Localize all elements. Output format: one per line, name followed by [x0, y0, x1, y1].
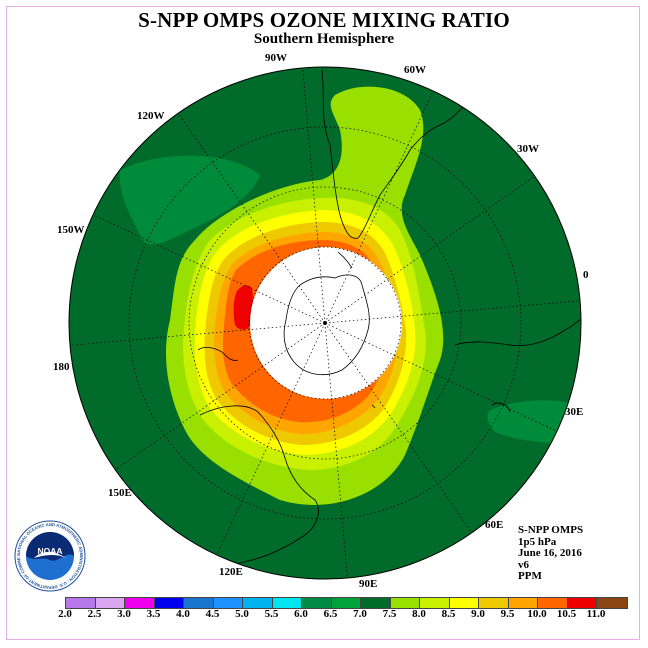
meridian-line	[214, 322, 326, 559]
colorbar-swatch	[154, 598, 184, 608]
info-units: PPM	[518, 570, 542, 582]
meridian-line	[175, 109, 326, 324]
meridian-line	[89, 212, 326, 324]
lon-label-120w: 120W	[137, 110, 165, 122]
ozone-field	[69, 67, 581, 579]
colorbar-tick-label: 4.5	[205, 608, 220, 620]
colorbar-swatch	[567, 598, 597, 608]
colorbar-tick-label: 6.0	[294, 608, 308, 620]
lon-label-30e: 30E	[565, 406, 584, 418]
meridian-line	[324, 322, 349, 579]
noaa-logo: NATIONAL OCEANIC AND ATMOSPHERIC ADMINIS…	[14, 520, 86, 592]
contour-patch-pacific	[119, 155, 260, 245]
meridian-line	[324, 322, 475, 537]
figure-frame	[6, 6, 640, 640]
colorbar-swatch	[125, 598, 155, 608]
colorbar-tick-label: 5.0	[235, 608, 249, 620]
lon-label-150e: 150E	[108, 487, 132, 499]
colorbar-swatch	[538, 598, 568, 608]
colorbar-tick-label: 11.0	[586, 608, 606, 620]
colorbar-tick-label: 5.5	[264, 608, 279, 620]
coastline-kerguelen	[371, 404, 376, 409]
colorbar-tick-label: 9.5	[500, 608, 515, 620]
latitude-circle	[188, 186, 462, 460]
colorbar-swatch	[449, 598, 479, 608]
coastline-africa	[454, 317, 581, 347]
colorbar-swatch	[66, 598, 96, 608]
colorbar-swatch	[272, 598, 302, 608]
colorbar-tick-label: 8.0	[412, 608, 426, 620]
lon-label-30w: 30W	[517, 143, 539, 155]
coastline-new-zealand	[197, 346, 239, 361]
lon-label-150w: 150W	[57, 224, 85, 236]
colorbar-swatch	[420, 598, 450, 608]
info-date: June 16, 2016	[518, 547, 582, 559]
colorbar-tick-label: 4.0	[176, 608, 190, 620]
lon-label-0: 0	[583, 269, 589, 281]
colorbar-tick-label: 3.0	[117, 608, 131, 620]
contour-band-10-5	[233, 285, 253, 330]
colorbar-tick-label: 7.5	[382, 608, 397, 620]
meridian-line	[324, 322, 561, 434]
latitude-circle	[128, 126, 522, 520]
colorbar-swatch	[479, 598, 509, 608]
lon-label-120e: 120E	[219, 566, 243, 578]
info-pressure-level: 1p5 hPa	[518, 535, 557, 548]
lon-label-90e: 90E	[359, 578, 378, 590]
figure-title: S-NPP OMPS OZONE MIXING RATIO	[138, 8, 510, 32]
colorbar-tick-label: 6.5	[323, 608, 338, 620]
colorbar-swatch	[361, 598, 391, 608]
colorbar-swatch	[597, 598, 627, 608]
info-block: S-NPP OMPS 1p5 hPa June 16, 2016 v6 PPM	[518, 524, 584, 583]
colorbar-tick-label: 3.5	[146, 608, 161, 620]
figure-subtitle: Southern Hemisphere	[253, 31, 395, 47]
colorbar-tick-label: 2.0	[58, 608, 72, 620]
lon-label-90w: 90W	[265, 52, 287, 64]
coastline-south-america	[321, 69, 471, 239]
meridian-line	[324, 299, 581, 324]
colorbar-tick-label: 9.0	[471, 608, 485, 620]
meridian-line	[324, 173, 539, 324]
colorbar-tick-label: 2.5	[87, 608, 102, 620]
colorbar-swatch	[243, 598, 273, 608]
coastline-antarctic-peninsula	[337, 251, 353, 269]
colorbar-ticks: 2.0 2.5 3.0 3.5 4.0 4.5 5.0 5.5 6.0 6.5 7.0 7.5 8.0 8…	[0, 608, 648, 622]
coastline-antarctica	[283, 274, 370, 376]
lon-label-60e: 60E	[485, 519, 504, 531]
coastline-madagascar	[491, 402, 511, 413]
south-pole-marker	[323, 321, 327, 325]
info-instrument: S-NPP OMPS	[518, 524, 584, 536]
meridian-line	[69, 322, 326, 347]
colorbar-swatch	[184, 598, 214, 608]
colorbar-tick-label: 7.0	[353, 608, 367, 620]
colorbar-swatch	[331, 598, 361, 608]
info-version: v6	[518, 558, 529, 571]
colorbar-swatch	[213, 598, 243, 608]
noaa-logo-text: NOAA	[37, 546, 62, 556]
lon-label-60w: 60W	[404, 64, 426, 76]
colorbar-swatch	[302, 598, 332, 608]
colorbar-tick-label: 10.5	[556, 608, 577, 620]
map-border	[68, 66, 582, 580]
colorbar-swatch	[390, 598, 420, 608]
colorbar-tick-label: 10.0	[527, 608, 547, 620]
meridian-line	[324, 87, 436, 324]
colorbar-swatch	[508, 598, 538, 608]
colorbar	[65, 597, 628, 609]
meridian-line	[301, 67, 326, 324]
colorbar-swatch	[95, 598, 125, 608]
colorbar-tick-label: 8.5	[441, 608, 456, 620]
latitude-circle	[248, 246, 402, 400]
lon-label-180: 180	[53, 361, 70, 373]
graticule	[69, 67, 581, 579]
meridian-line	[111, 322, 326, 473]
